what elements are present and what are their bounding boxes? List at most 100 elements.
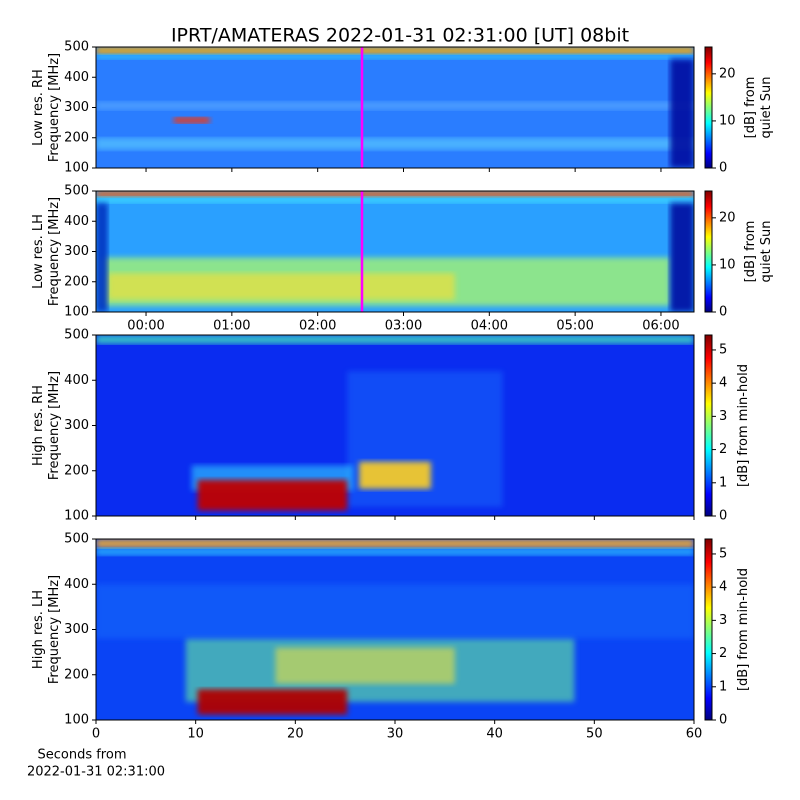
y-tick-label: 300 xyxy=(64,622,89,637)
y-axis-label-line: Low res. LH xyxy=(31,214,46,289)
colorbar-tick-label: 20 xyxy=(719,210,736,225)
spectrogram-texture xyxy=(96,548,694,556)
colorbar-label-line: [dB] from xyxy=(743,77,758,139)
colorbar-tick-label: 3 xyxy=(719,613,727,628)
y-tick-label: 300 xyxy=(64,244,89,259)
colorbar-tick-label: 10 xyxy=(719,257,736,272)
y-tick-label: 200 xyxy=(64,463,89,478)
x-tick-label: 30 xyxy=(387,727,404,742)
spectrogram-texture xyxy=(96,197,694,204)
colorbar-tick-label: 0 xyxy=(719,713,727,728)
y-tick-label: 500 xyxy=(64,184,89,199)
colorbar-label: [dB] fromquiet Sun xyxy=(743,76,774,138)
spectrogram-texture xyxy=(107,273,455,300)
spectrogram-texture xyxy=(96,191,694,198)
spectrogram-texture xyxy=(197,689,348,715)
y-axis-label: Low res. LHFrequency [MHz] xyxy=(31,197,62,306)
colorbar-tick-label: 1 xyxy=(719,679,727,694)
y-tick-label: 100 xyxy=(64,161,89,176)
y-axis-label-line: Frequency [MHz] xyxy=(47,371,62,480)
y-tick-label: 400 xyxy=(64,577,89,592)
y-axis-label: Low res. RHFrequency [MHz] xyxy=(31,53,62,162)
y-axis-label: High res. RHFrequency [MHz] xyxy=(31,371,62,480)
colorbar-tick-label: 0 xyxy=(719,161,727,176)
x-tick-label: 03:00 xyxy=(385,319,422,334)
y-tick-label: 100 xyxy=(64,509,89,524)
colorbar-label: [dB] fromquiet Sun xyxy=(743,220,774,282)
spectrogram-texture xyxy=(96,203,108,312)
spectrogram xyxy=(96,47,694,168)
y-tick-label: 400 xyxy=(64,70,89,85)
spectrogram-texture xyxy=(275,647,455,684)
y-axis-label-line: Frequency [MHz] xyxy=(47,197,62,306)
colorbar-tick-label: 3 xyxy=(719,409,727,424)
colorbar-tick-label: 0 xyxy=(719,305,727,320)
colorbar xyxy=(704,46,713,169)
y-tick-label: 100 xyxy=(64,713,89,728)
colorbar xyxy=(704,538,713,721)
colorbar-label-line: [dB] from min-hold xyxy=(736,568,751,691)
spectrogram xyxy=(96,335,694,516)
y-axis-label-line: High res. LH xyxy=(31,590,46,669)
y-tick-label: 400 xyxy=(64,373,89,388)
y-axis-label-line: Frequency [MHz] xyxy=(47,53,62,162)
spectrogram-texture xyxy=(96,47,694,55)
spectrogram-texture xyxy=(173,117,210,124)
x-tick-label: 0 xyxy=(92,727,100,742)
x-tick-label: 20 xyxy=(287,727,304,742)
x-tick-label: 05:00 xyxy=(556,319,593,334)
y-tick-label: 200 xyxy=(64,667,89,682)
y-tick-label: 200 xyxy=(64,130,89,145)
spectrogram xyxy=(96,539,694,720)
spectrogram-texture xyxy=(96,335,694,345)
colorbar-tick-label: 5 xyxy=(719,342,727,357)
colorbar-tick-label: 2 xyxy=(719,442,727,457)
x-tick-label: 00:00 xyxy=(127,319,164,334)
x-tick-label: 06:00 xyxy=(642,319,679,334)
colorbar-tick-label: 1 xyxy=(719,475,727,490)
y-axis-label-line: High res. RH xyxy=(31,385,46,466)
spectrogram-texture xyxy=(96,137,694,150)
colorbar-tick-label: 2 xyxy=(719,646,727,661)
y-tick-label: 500 xyxy=(64,328,89,343)
y-tick-label: 300 xyxy=(64,418,89,433)
x-axis-label: 2022-01-31 02:31:00 xyxy=(27,765,165,780)
x-tick-label: 50 xyxy=(586,727,603,742)
y-axis-label: High res. LHFrequency [MHz] xyxy=(31,575,62,684)
x-tick-label: 02:00 xyxy=(299,319,336,334)
spectrogram-texture xyxy=(96,539,694,549)
y-tick-label: 200 xyxy=(64,274,89,289)
spectrogram-texture xyxy=(670,59,694,168)
colorbar-label-line: [dB] from min-hold xyxy=(736,364,751,487)
colorbar xyxy=(704,334,713,517)
spectrogram xyxy=(96,191,694,312)
x-tick-label: 40 xyxy=(486,727,503,742)
colorbar-tick-label: 5 xyxy=(719,546,727,561)
x-tick-label: 01:00 xyxy=(213,319,250,334)
y-tick-label: 100 xyxy=(64,305,89,320)
spectrogram-texture xyxy=(670,203,694,312)
figure-title: IPRT/AMATERAS 2022-01-31 02:31:00 [UT] 0… xyxy=(171,25,629,47)
colorbar-tick-label: 4 xyxy=(719,580,727,595)
spectrogram-texture xyxy=(197,479,348,511)
colorbar-label: [dB] from min-hold xyxy=(736,364,751,487)
y-tick-label: 300 xyxy=(64,100,89,115)
spectrogram-texture xyxy=(96,54,694,60)
spectrogram-texture xyxy=(359,461,431,489)
spectrogram-texture xyxy=(96,101,694,110)
x-axis-label: Seconds from xyxy=(37,748,126,763)
colorbar-tick-label: 0 xyxy=(719,509,727,524)
x-tick-label: 60 xyxy=(686,727,703,742)
colorbar-label: [dB] from min-hold xyxy=(736,568,751,691)
y-tick-label: 500 xyxy=(64,40,89,55)
y-tick-label: 400 xyxy=(64,214,89,229)
colorbar-label-line: [dB] from xyxy=(743,221,758,283)
y-tick-label: 500 xyxy=(64,532,89,547)
colorbar xyxy=(704,190,713,313)
spectrogram-texture xyxy=(96,584,694,639)
x-tick-label: 04:00 xyxy=(471,319,508,334)
y-axis-label-line: Low res. RH xyxy=(31,69,46,146)
colorbar-label-line: quiet Sun xyxy=(759,76,774,138)
colorbar-tick-label: 10 xyxy=(719,113,736,128)
colorbar-tick-label: 20 xyxy=(719,66,736,81)
